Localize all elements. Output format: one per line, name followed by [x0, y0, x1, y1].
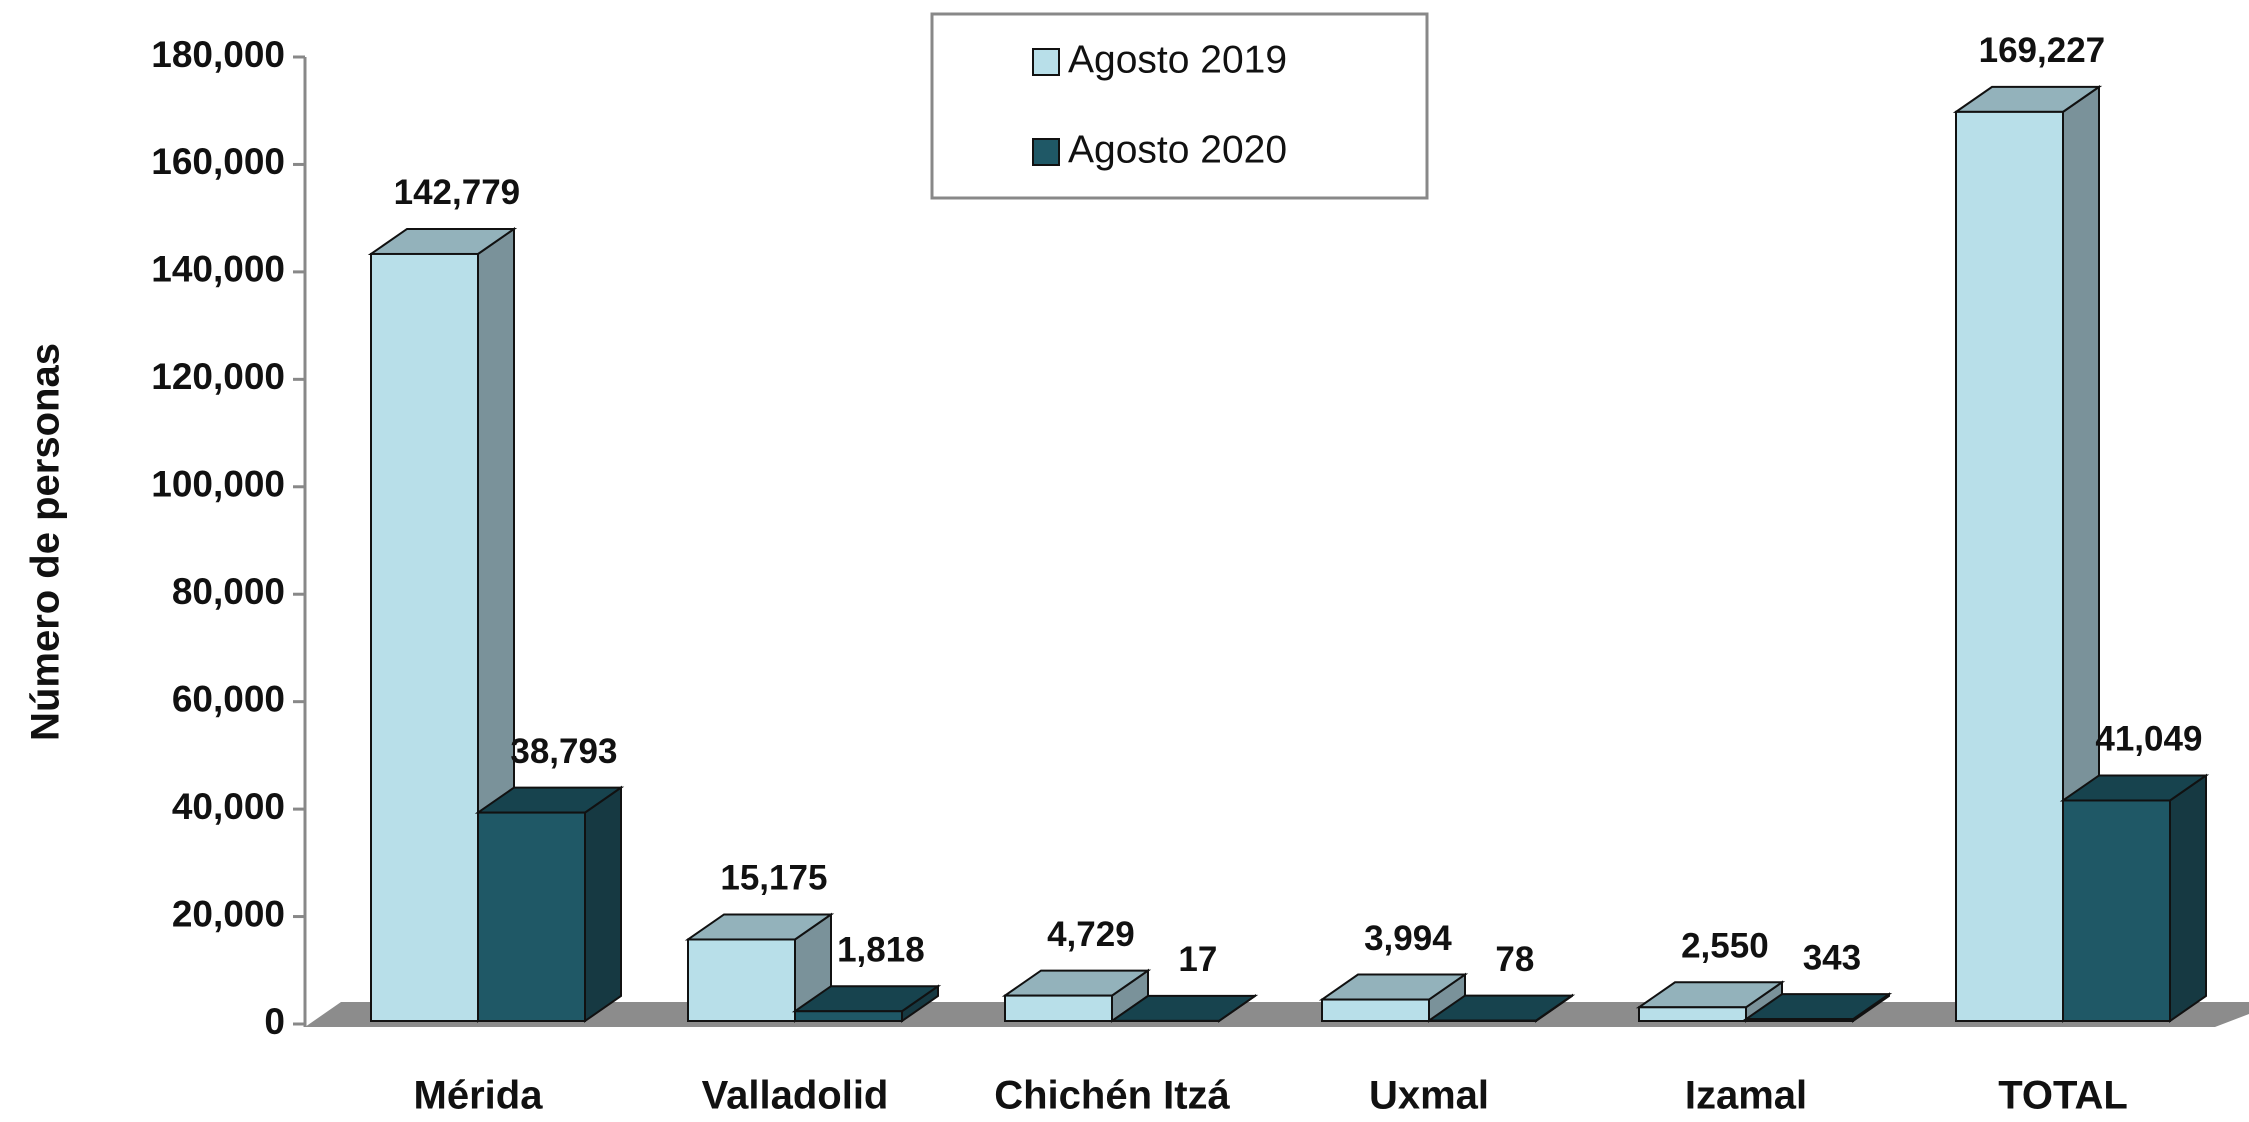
- bar: [2062, 799, 2171, 1022]
- bar: [687, 938, 796, 1022]
- x-tick-label: Chichén Itzá: [994, 1074, 1230, 1118]
- bar: [477, 811, 586, 1023]
- value-label: 78: [1495, 940, 1534, 979]
- legend-swatch: [1032, 138, 1060, 166]
- y-tick-label: 180,000: [151, 34, 285, 75]
- value-label: 142,779: [394, 173, 521, 212]
- y-tick-label: 120,000: [151, 356, 285, 397]
- value-label: 17: [1178, 940, 1217, 979]
- y-tick-label: 80,000: [172, 571, 285, 612]
- y-tick-label: 140,000: [151, 249, 285, 290]
- value-label: 41,049: [2095, 720, 2202, 759]
- bar: [1321, 998, 1430, 1022]
- legend-label: Agosto 2019: [1068, 38, 1287, 81]
- legend-label: Agosto 2020: [1068, 128, 1287, 171]
- legend-box: [930, 12, 1429, 200]
- y-tick-label: 0: [264, 1001, 285, 1042]
- bar: [1745, 1018, 1854, 1023]
- y-axis-title: Número de personas: [24, 343, 68, 741]
- value-label: 1,818: [837, 930, 925, 969]
- value-label: 343: [1803, 938, 1861, 977]
- x-tick-label: Mérida: [414, 1074, 544, 1118]
- value-label: 169,227: [1979, 31, 2106, 70]
- x-tick-label: TOTAL: [1998, 1074, 2128, 1118]
- y-tick-label: 160,000: [151, 141, 285, 182]
- y-tick-label: 60,000: [172, 678, 285, 719]
- value-label: 15,175: [720, 859, 827, 898]
- bar-side: [2169, 773, 2207, 1023]
- x-tick-label: Valladolid: [702, 1074, 889, 1118]
- value-label: 2,550: [1681, 927, 1769, 966]
- x-tick-label: Uxmal: [1369, 1074, 1489, 1118]
- value-label: 3,994: [1364, 919, 1452, 958]
- bar: [1955, 110, 2064, 1023]
- x-tick-label: Izamal: [1685, 1074, 1807, 1118]
- value-label: 38,793: [510, 732, 617, 771]
- y-tick-label: 100,000: [151, 464, 285, 505]
- y-tick-label: 20,000: [172, 893, 285, 934]
- y-tick-label: 40,000: [172, 786, 285, 827]
- bar-side: [584, 785, 622, 1023]
- bar: [1004, 994, 1113, 1023]
- legend-swatch: [1032, 48, 1060, 76]
- value-label: 4,729: [1047, 915, 1135, 954]
- bar: [1638, 1006, 1747, 1023]
- bar: [794, 1010, 903, 1022]
- bar: [370, 252, 479, 1023]
